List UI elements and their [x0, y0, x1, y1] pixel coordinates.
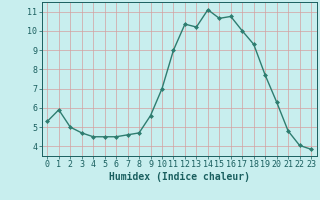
- X-axis label: Humidex (Indice chaleur): Humidex (Indice chaleur): [109, 172, 250, 182]
